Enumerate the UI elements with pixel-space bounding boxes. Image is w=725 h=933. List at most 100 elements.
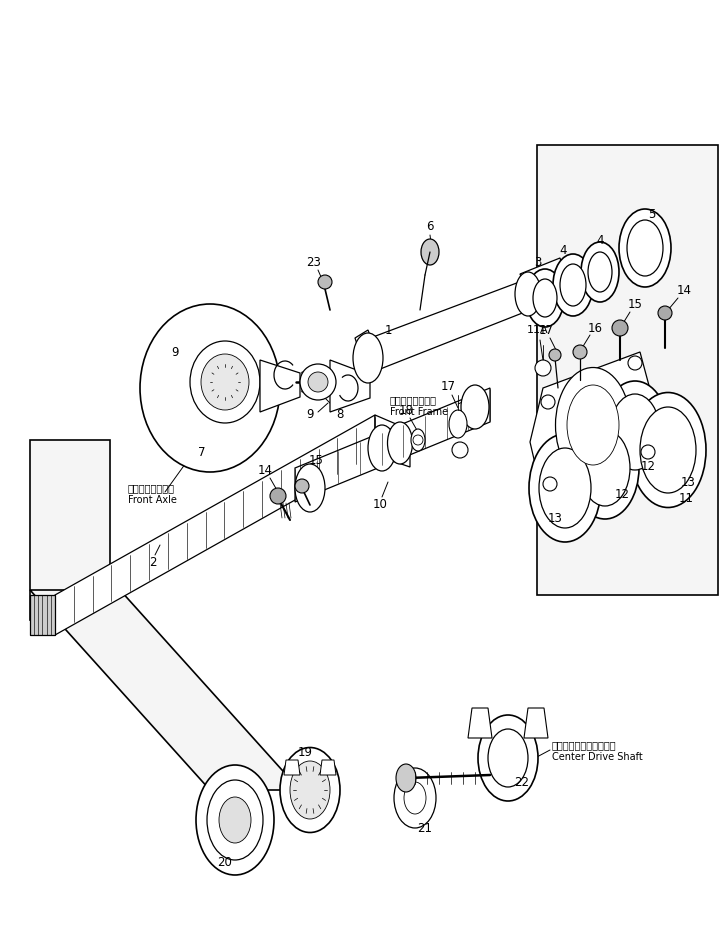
Ellipse shape — [404, 782, 426, 814]
Ellipse shape — [555, 368, 631, 482]
Ellipse shape — [478, 715, 538, 801]
Circle shape — [413, 435, 423, 445]
Polygon shape — [520, 258, 568, 300]
Ellipse shape — [640, 407, 696, 493]
Text: 23: 23 — [307, 256, 321, 269]
Ellipse shape — [627, 220, 663, 276]
Ellipse shape — [533, 279, 557, 317]
Polygon shape — [524, 708, 548, 738]
Text: 17: 17 — [441, 381, 455, 394]
Polygon shape — [330, 360, 370, 412]
Text: センタドライブシャフト: センタドライブシャフト — [552, 740, 617, 750]
Text: 4: 4 — [596, 233, 604, 246]
Text: 14: 14 — [257, 464, 273, 477]
Text: 21: 21 — [418, 821, 433, 834]
Ellipse shape — [353, 333, 383, 383]
Polygon shape — [375, 415, 410, 467]
Polygon shape — [284, 760, 300, 775]
Polygon shape — [468, 708, 492, 738]
Text: 11: 11 — [679, 492, 694, 505]
Polygon shape — [295, 388, 490, 502]
Ellipse shape — [529, 434, 601, 542]
Text: 2: 2 — [149, 556, 157, 569]
Circle shape — [612, 320, 628, 336]
Circle shape — [573, 345, 587, 359]
Ellipse shape — [368, 425, 396, 471]
Text: 13: 13 — [681, 476, 695, 489]
Ellipse shape — [207, 780, 263, 860]
Text: 22: 22 — [515, 775, 529, 788]
Ellipse shape — [421, 239, 439, 265]
Ellipse shape — [190, 341, 260, 423]
Text: Front Frame: Front Frame — [390, 407, 448, 417]
Text: 18: 18 — [399, 403, 413, 416]
Text: 8: 8 — [336, 408, 344, 421]
Text: 9: 9 — [306, 409, 314, 422]
Ellipse shape — [630, 393, 706, 508]
Text: 11A: 11A — [527, 325, 549, 335]
Ellipse shape — [201, 354, 249, 410]
Polygon shape — [260, 360, 300, 412]
Text: 16: 16 — [587, 322, 602, 335]
Circle shape — [300, 364, 336, 400]
Text: 20: 20 — [218, 856, 233, 870]
Text: 6: 6 — [426, 219, 434, 232]
Text: 14: 14 — [676, 284, 692, 297]
Text: 9: 9 — [171, 345, 179, 358]
Circle shape — [628, 356, 642, 370]
Ellipse shape — [461, 385, 489, 429]
Circle shape — [295, 479, 309, 493]
Text: フロントフレーム: フロントフレーム — [390, 395, 437, 405]
Text: 5: 5 — [648, 208, 655, 221]
Text: 12: 12 — [615, 489, 629, 502]
Ellipse shape — [449, 410, 467, 438]
Ellipse shape — [387, 422, 413, 464]
Text: 10: 10 — [373, 498, 387, 511]
Text: 1: 1 — [384, 324, 392, 337]
Polygon shape — [30, 590, 300, 790]
Ellipse shape — [196, 765, 274, 875]
Ellipse shape — [619, 209, 671, 287]
Ellipse shape — [567, 385, 619, 465]
Ellipse shape — [588, 252, 612, 292]
Ellipse shape — [610, 394, 660, 470]
Text: 15: 15 — [309, 453, 323, 466]
Text: 15: 15 — [628, 298, 642, 311]
Text: 4: 4 — [559, 244, 567, 257]
Circle shape — [641, 445, 655, 459]
Text: 7: 7 — [198, 447, 206, 459]
Ellipse shape — [515, 272, 541, 316]
Polygon shape — [320, 760, 336, 775]
Polygon shape — [537, 145, 718, 595]
Ellipse shape — [560, 264, 586, 306]
Ellipse shape — [396, 764, 416, 792]
Polygon shape — [30, 440, 110, 620]
Ellipse shape — [581, 242, 619, 302]
Ellipse shape — [280, 747, 340, 832]
Circle shape — [270, 488, 286, 504]
Polygon shape — [55, 415, 375, 635]
Ellipse shape — [488, 729, 528, 787]
Ellipse shape — [219, 797, 251, 843]
Ellipse shape — [553, 254, 593, 316]
Circle shape — [318, 275, 332, 289]
Circle shape — [452, 442, 468, 458]
Ellipse shape — [580, 430, 630, 506]
Text: Center Drive Shaft: Center Drive Shaft — [552, 752, 643, 762]
Text: 13: 13 — [547, 511, 563, 524]
Circle shape — [658, 306, 672, 320]
Ellipse shape — [140, 304, 280, 472]
Ellipse shape — [295, 464, 325, 512]
Text: フロントアクスル: フロントアクスル — [128, 483, 175, 493]
Ellipse shape — [290, 761, 330, 819]
Circle shape — [535, 360, 551, 376]
Circle shape — [549, 349, 561, 361]
Ellipse shape — [571, 417, 639, 519]
Text: 17: 17 — [539, 324, 553, 337]
Circle shape — [308, 372, 328, 392]
Text: Front Axle: Front Axle — [128, 495, 177, 505]
Polygon shape — [355, 330, 378, 368]
Polygon shape — [365, 278, 530, 375]
Text: 19: 19 — [297, 746, 312, 759]
Ellipse shape — [411, 429, 425, 451]
